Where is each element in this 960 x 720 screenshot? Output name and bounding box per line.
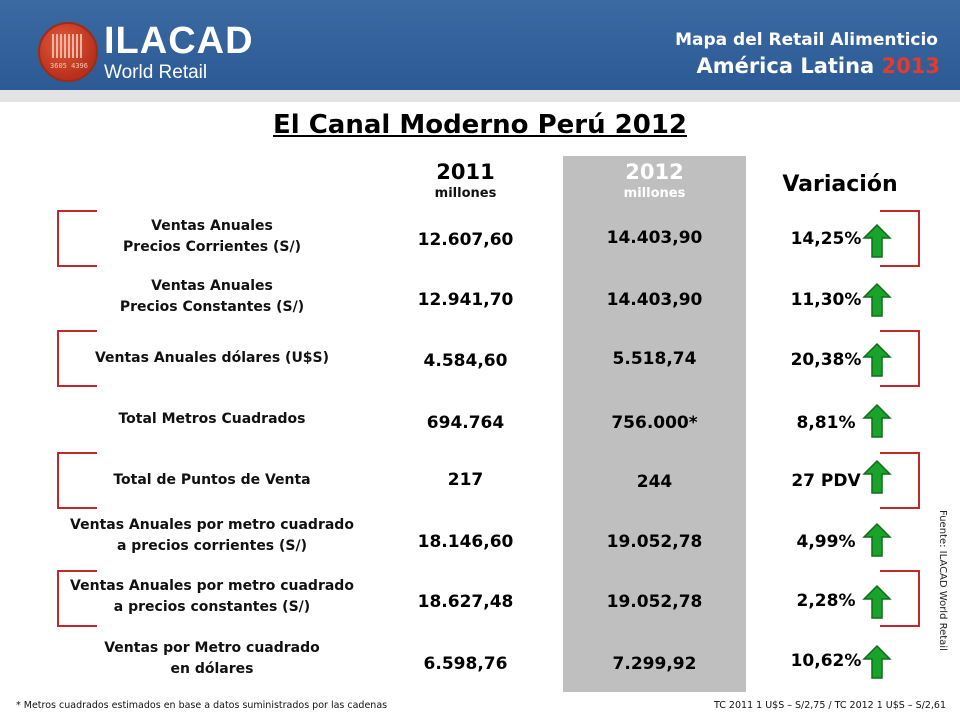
row-label-line-2: a precios corrientes (S/) bbox=[116, 538, 308, 554]
row-label-line-2: Precios Corrientes (S/) bbox=[123, 239, 301, 255]
row-bracket-right bbox=[880, 570, 920, 627]
up-arrow-icon bbox=[862, 645, 892, 679]
up-arrow-icon bbox=[862, 224, 892, 258]
row-bracket-left bbox=[57, 570, 97, 627]
variation-value: 14,25% bbox=[790, 229, 862, 249]
variation-value: 2,28% bbox=[796, 591, 856, 611]
value-2012: 14.403,90 bbox=[606, 228, 703, 248]
row-label: Ventas Anuales Precios Constantes (S/) bbox=[52, 276, 372, 318]
value-2012: 14.403,90 bbox=[606, 290, 703, 310]
row-label-line-1: Ventas Anuales bbox=[151, 218, 273, 234]
row-label-line-2: Precios Constantes (S/) bbox=[119, 299, 305, 315]
value-2012: 244 bbox=[636, 472, 673, 492]
row-label-line-1: Ventas por Metro cuadrado bbox=[104, 640, 320, 656]
row-label: Total Metros Cuadrados bbox=[52, 409, 372, 430]
row-label-line-1: Total de Puntos de Venta bbox=[113, 472, 311, 488]
header-year: 2013 bbox=[881, 54, 940, 78]
value-2012: 19.052,78 bbox=[606, 592, 703, 612]
row-label-line-1: Ventas Anuales por metro cuadrado bbox=[70, 517, 354, 533]
row-bracket-right bbox=[880, 452, 920, 509]
row-bracket-left bbox=[57, 210, 97, 267]
variation-value: 27 PDV bbox=[791, 471, 861, 491]
row-label-line-2: en dólares bbox=[170, 661, 254, 677]
variation-value: 11,30% bbox=[790, 290, 862, 310]
row-label: Ventas por Metro cuadrado en dólares bbox=[52, 638, 372, 680]
row-label-line-1: Ventas Anuales por metro cuadrado bbox=[70, 578, 354, 594]
up-arrow-icon bbox=[862, 404, 892, 438]
value-2011: 18.627,48 bbox=[417, 592, 514, 612]
row-label: Ventas Anuales por metro cuadrado a preci… bbox=[52, 576, 372, 618]
variation-value: 20,38% bbox=[790, 350, 862, 370]
variation-value: 4,99% bbox=[796, 532, 856, 552]
page-title-text: El Canal Moderno Perú 2012 bbox=[272, 110, 688, 140]
header-divider bbox=[0, 90, 960, 102]
column-2011-year: 2011 bbox=[436, 160, 495, 184]
value-2011: 694.764 bbox=[426, 413, 505, 433]
row-label: Ventas Anuales dólares (U$S) bbox=[52, 348, 372, 369]
footnote-left: * Metros cuadrados estimados en base a d… bbox=[16, 700, 388, 711]
value-2011: 12.941,70 bbox=[417, 290, 514, 310]
value-2012: 5.518,74 bbox=[612, 349, 697, 369]
up-arrow-icon bbox=[862, 585, 892, 619]
value-2011: 4.584,60 bbox=[423, 351, 508, 371]
row-bracket-right bbox=[880, 210, 920, 267]
row-label: Total de Puntos de Venta bbox=[52, 470, 372, 491]
up-arrow-icon bbox=[862, 283, 892, 317]
column-2012-year: 2012 bbox=[625, 160, 684, 184]
value-2011: 12.607,60 bbox=[417, 230, 514, 250]
up-arrow-icon bbox=[862, 460, 892, 494]
barcode-icon bbox=[52, 34, 84, 58]
row-bracket-right bbox=[880, 330, 920, 387]
logo-digits: 3605 4396 bbox=[50, 62, 88, 70]
up-arrow-icon bbox=[862, 343, 892, 377]
column-2012-unit: millones bbox=[623, 186, 686, 201]
brand-name: ILACAD bbox=[104, 20, 254, 62]
row-label-line-1: Ventas Anuales dólares (U$S) bbox=[94, 350, 330, 366]
value-2011: 6.598,76 bbox=[423, 654, 508, 674]
header-line-2: América Latina 2013 bbox=[696, 54, 940, 78]
header-line-1: Mapa del Retail Alimenticio bbox=[675, 30, 938, 50]
row-bracket-left bbox=[57, 452, 97, 509]
row-label: Ventas Anuales Precios Corrientes (S/) bbox=[52, 216, 372, 258]
row-bracket-left bbox=[57, 330, 97, 387]
column-2012-highlight bbox=[563, 156, 746, 692]
header-banner: 3605 4396 ILACAD World Retail Mapa del R… bbox=[0, 0, 960, 90]
source-note: Fuente: ILACAD World Retail bbox=[937, 510, 948, 651]
row-label: Ventas Anuales por metro cuadrado a preci… bbox=[52, 515, 372, 557]
value-2011: 18.146,60 bbox=[417, 532, 514, 552]
value-2012: 19.052,78 bbox=[606, 532, 703, 552]
value-2012: 7.299,92 bbox=[612, 654, 697, 674]
row-label-line-1: Ventas Anuales bbox=[151, 278, 273, 294]
brand-subtitle: World Retail bbox=[104, 62, 208, 83]
column-variation-header: Variación bbox=[782, 172, 898, 197]
variation-value: 8,81% bbox=[796, 413, 856, 433]
value-2011: 217 bbox=[447, 470, 484, 490]
column-2011-unit: millones bbox=[434, 186, 497, 201]
variation-value: 10,62% bbox=[790, 651, 862, 671]
footnote-right: TC 2011 1 U$S – S/2,75 / TC 2012 1 U$S –… bbox=[714, 700, 946, 711]
value-2012: 756.000* bbox=[611, 413, 698, 433]
ilacad-logo-icon: 3605 4396 bbox=[38, 22, 98, 82]
row-label-line-1: Total Metros Cuadrados bbox=[118, 411, 306, 427]
page-title: El Canal Moderno Perú 2012 bbox=[0, 110, 960, 140]
up-arrow-icon bbox=[862, 523, 892, 557]
header-region: América Latina bbox=[696, 54, 875, 78]
row-label-line-2: a precios constantes (S/) bbox=[113, 599, 311, 615]
